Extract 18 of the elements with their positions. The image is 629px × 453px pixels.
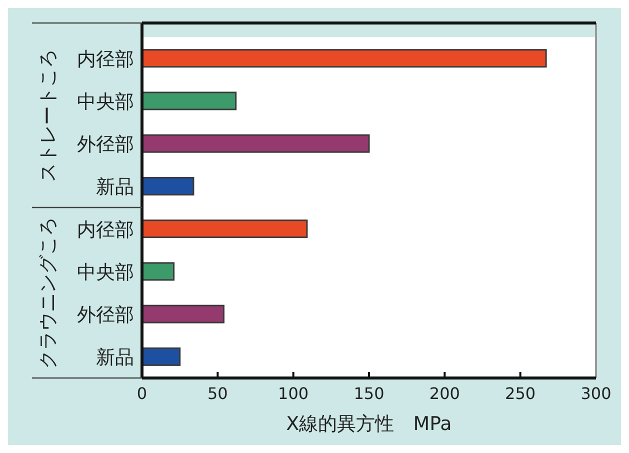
y-tick-label: 新品: [96, 346, 134, 369]
y-tick-label: 外径部: [77, 304, 134, 326]
text: ストレートころ: [37, 48, 59, 182]
x-tick-label: 150: [354, 384, 384, 403]
text: クラウニングころ: [37, 216, 59, 369]
y-tick-label: 新品: [96, 176, 134, 198]
x-tick-label: 200: [429, 384, 460, 403]
x-axis-title: X線的異方性 MPa: [286, 413, 452, 435]
x-tick-label: 0: [136, 384, 148, 403]
y-tick-label: 内径部: [77, 48, 134, 70]
y-tick-label: 内径部: [77, 218, 134, 241]
x-tick-label: 250: [505, 384, 536, 403]
x-tick-label: 50: [207, 384, 228, 403]
y-tick-label: 外径部: [77, 134, 134, 156]
x-tick-label: 300: [580, 384, 612, 403]
y-tick-label: 中央部: [77, 261, 134, 284]
x-tick-label: 100: [278, 384, 309, 403]
y-tick-label: 中央部: [77, 90, 134, 113]
